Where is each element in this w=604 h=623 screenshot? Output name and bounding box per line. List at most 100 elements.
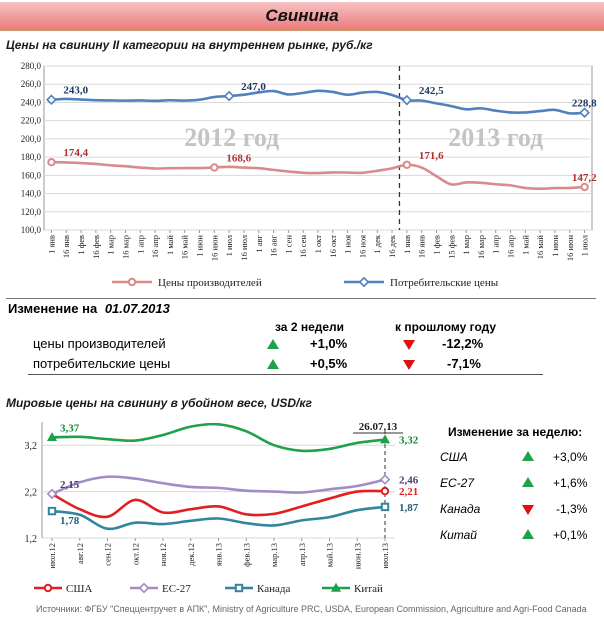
data-point-marker <box>401 94 413 106</box>
world-price-chart: 1,2 2,2 3,2 июл.12 авг.12 сен.12 окт.12 ноя.12 д… <box>25 421 419 595</box>
series-line-china <box>51 422 386 453</box>
y-tick-label: 200,0 <box>21 134 42 144</box>
legend-label: Китай <box>354 583 383 595</box>
change-title-date: 01.07.2013 <box>104 301 170 316</box>
data-point-marker <box>580 182 589 192</box>
y-tick-label: 100,0 <box>21 225 42 235</box>
x-tick-label: дек.12 <box>186 543 196 566</box>
x-tick-label: май.13 <box>325 543 335 567</box>
date-marker-label: 26.07.13 <box>359 421 398 433</box>
x-tick-label: окт.12 <box>130 543 140 565</box>
data-label: 168,6 <box>226 152 251 164</box>
weekly-row-china-label: Китай <box>440 528 477 542</box>
x-tick-label: 1 дек <box>372 234 382 253</box>
weekly-canada-down-icon <box>522 505 534 515</box>
x-tick-label: 16 май <box>180 235 190 260</box>
legend-label: Канада <box>257 583 290 595</box>
x-tick-label: 1 мар <box>106 235 116 255</box>
x-tick-label: 1 июл <box>224 234 234 256</box>
data-label: 243,0 <box>63 85 88 97</box>
weekly-row-canada-value: -1,3% <box>556 502 588 516</box>
change-row-producers-yoy: -12,2% <box>442 336 484 351</box>
legend-producers-marker <box>127 277 137 287</box>
data-point-marker <box>380 486 390 496</box>
change-title-prefix: Изменение на <box>8 301 98 316</box>
change-col-2weeks: за 2 недели <box>275 320 345 334</box>
consumers-yoy-down-icon <box>403 360 415 370</box>
x-tick-label: 1 апр <box>491 235 501 254</box>
data-label: 147,2 <box>572 172 597 184</box>
weekly-row-canada-label: Канада <box>440 502 481 516</box>
x-tick-label: 16 фев <box>91 235 101 259</box>
title-bar: Свинина <box>0 2 604 31</box>
x-tick-label: 16 июл <box>239 234 249 260</box>
y-tick-label: 180,0 <box>21 152 42 162</box>
x-tick-label: 16 дек <box>387 234 397 258</box>
legend-label: США <box>66 583 92 595</box>
x-tick-label: июл.12 <box>47 543 57 569</box>
change-row-consumers-yoy: -7,1% <box>447 356 481 371</box>
x-tick-label: 1 сен <box>283 235 293 254</box>
x-tick-label: июл.13 <box>380 543 390 569</box>
series-line-eu27 <box>51 475 386 496</box>
weekly-row-china-value: +0,1% <box>553 528 588 542</box>
y-tick-label: 140,0 <box>21 189 42 199</box>
y-tick-label: 240,0 <box>21 97 42 107</box>
change-row-consumers-label: потребительские цены <box>33 356 171 371</box>
x-tick-label: 15 фев <box>446 235 456 259</box>
x-tick-label: 16 янв <box>61 235 71 258</box>
data-point-marker <box>379 434 391 444</box>
change-col-yoy: к прошлому году <box>395 320 497 334</box>
data-label: 3,32 <box>399 435 419 447</box>
x-tick-label: 16 мар <box>120 235 130 259</box>
data-point-marker <box>402 160 412 169</box>
data-point-marker <box>47 506 57 516</box>
data-label: 242,5 <box>419 85 444 97</box>
data-label: 2,15 <box>60 479 80 491</box>
data-label: 2,46 <box>399 475 419 487</box>
x-tick-label: 1 июн <box>195 235 205 257</box>
data-point-marker <box>579 107 590 118</box>
data-point-marker <box>47 158 56 167</box>
data-point-marker <box>46 488 58 500</box>
x-tick-label: авг.12 <box>75 543 85 564</box>
change-divider-top <box>6 298 596 299</box>
x-tick-label: 16 мар <box>476 235 486 259</box>
x-tick-label: ноя.12 <box>158 543 168 566</box>
legend-marker <box>138 582 150 594</box>
data-label: 1,87 <box>399 502 419 514</box>
y-tick-label: 1,2 <box>25 534 38 545</box>
weekly-china-up-icon <box>522 529 534 539</box>
x-tick-label: 1 май <box>165 235 175 255</box>
x-tick-label: сен.12 <box>103 543 113 566</box>
weekly-row-usa-label: США <box>440 450 468 464</box>
plot-area <box>43 65 593 231</box>
period-label-2013: 2013 год <box>448 123 543 152</box>
legend-marker <box>330 582 342 592</box>
legend-consumers-label: Потребительские цены <box>390 277 499 289</box>
series-line-producers <box>51 160 585 191</box>
x-tick-label: 16 апр <box>506 235 516 258</box>
x-tick-label: 16 ноя <box>357 235 367 258</box>
data-point-marker <box>379 474 391 485</box>
x-tick-label: 16 окт <box>328 235 338 258</box>
x-tick-label: 1 июл <box>580 234 590 256</box>
data-label: 228,8 <box>572 98 597 110</box>
page-title: Свинина <box>265 6 339 25</box>
data-point-marker <box>46 94 57 106</box>
data-point-marker <box>380 502 390 512</box>
x-tick-label: 1 фев <box>76 235 86 255</box>
x-tick-label: 1 окт <box>313 235 323 254</box>
x-tick-label: 1 янв <box>46 235 56 254</box>
legend-consumers-marker <box>358 276 370 288</box>
x-tick-label: 1 мар <box>461 235 471 255</box>
x-tick-label: 16 июн <box>565 235 575 262</box>
weekly-row-eu-label: ЕС-27 <box>440 476 475 490</box>
y-tick-label: 260,0 <box>21 79 42 89</box>
x-tick-label: 16 май <box>535 235 545 260</box>
data-label: 174,4 <box>63 147 88 159</box>
x-tick-label: 16 янв <box>417 235 427 258</box>
change-divider-bottom <box>28 374 543 375</box>
series-line-canada <box>51 505 386 531</box>
